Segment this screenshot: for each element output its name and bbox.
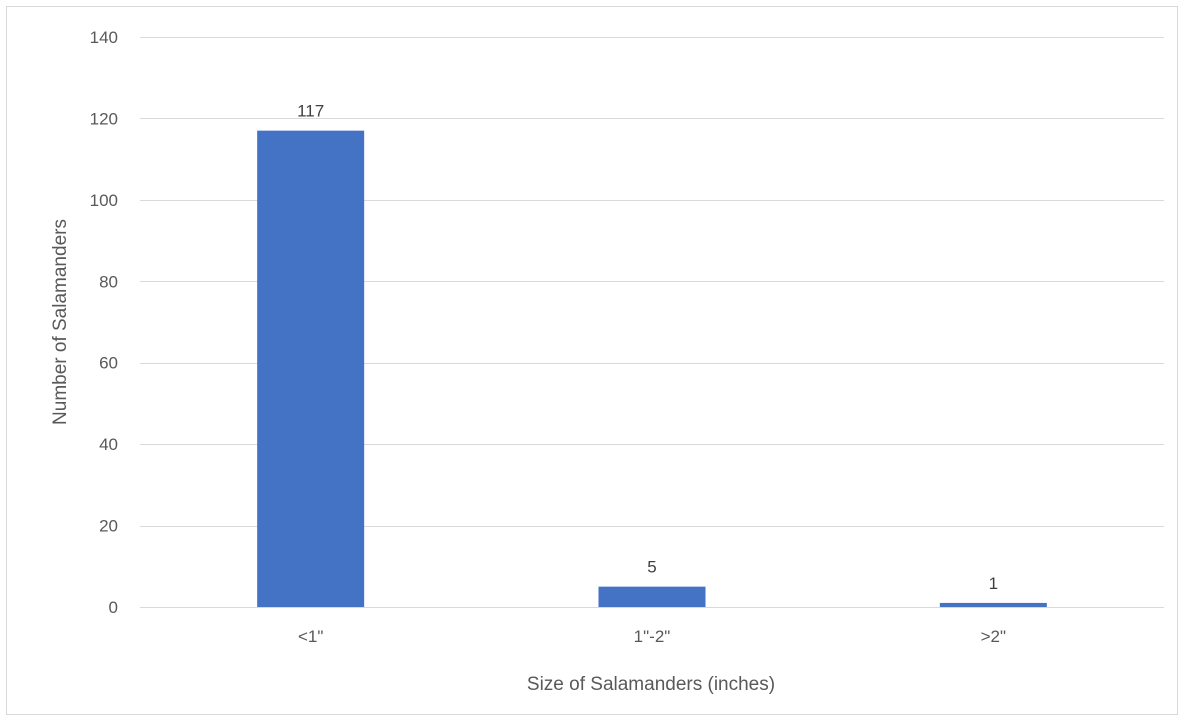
- x-axis-ticks: <1" 1"-2" >2": [298, 627, 1006, 646]
- bars: [257, 130, 1047, 607]
- y-tick-label: 140: [90, 28, 118, 47]
- bar: [598, 586, 706, 607]
- x-tick-label: <1": [298, 627, 323, 646]
- data-labels: 117 5 1: [297, 102, 998, 593]
- bar: [257, 130, 365, 607]
- bar: [939, 602, 1047, 607]
- chart-area: [6, 6, 1178, 715]
- y-axis-title: Number of Salamanders: [50, 219, 71, 425]
- data-label: 1: [989, 574, 998, 593]
- x-axis-title: Size of Salamanders (inches): [527, 674, 775, 695]
- y-tick-label: 100: [90, 191, 118, 210]
- y-tick-label: 20: [99, 517, 118, 536]
- y-tick-label: 40: [99, 435, 118, 454]
- x-tick-label: >2": [981, 627, 1006, 646]
- y-tick-label: 120: [90, 109, 118, 128]
- data-label: 117: [297, 102, 324, 121]
- y-axis-ticks: 0 20 40 60 80 100 120 140: [90, 28, 118, 617]
- data-label: 5: [647, 558, 656, 577]
- y-tick-label: 0: [109, 598, 118, 617]
- y-tick-label: 80: [99, 272, 118, 291]
- y-tick-label: 60: [99, 354, 118, 373]
- x-tick-label: 1"-2": [634, 627, 671, 646]
